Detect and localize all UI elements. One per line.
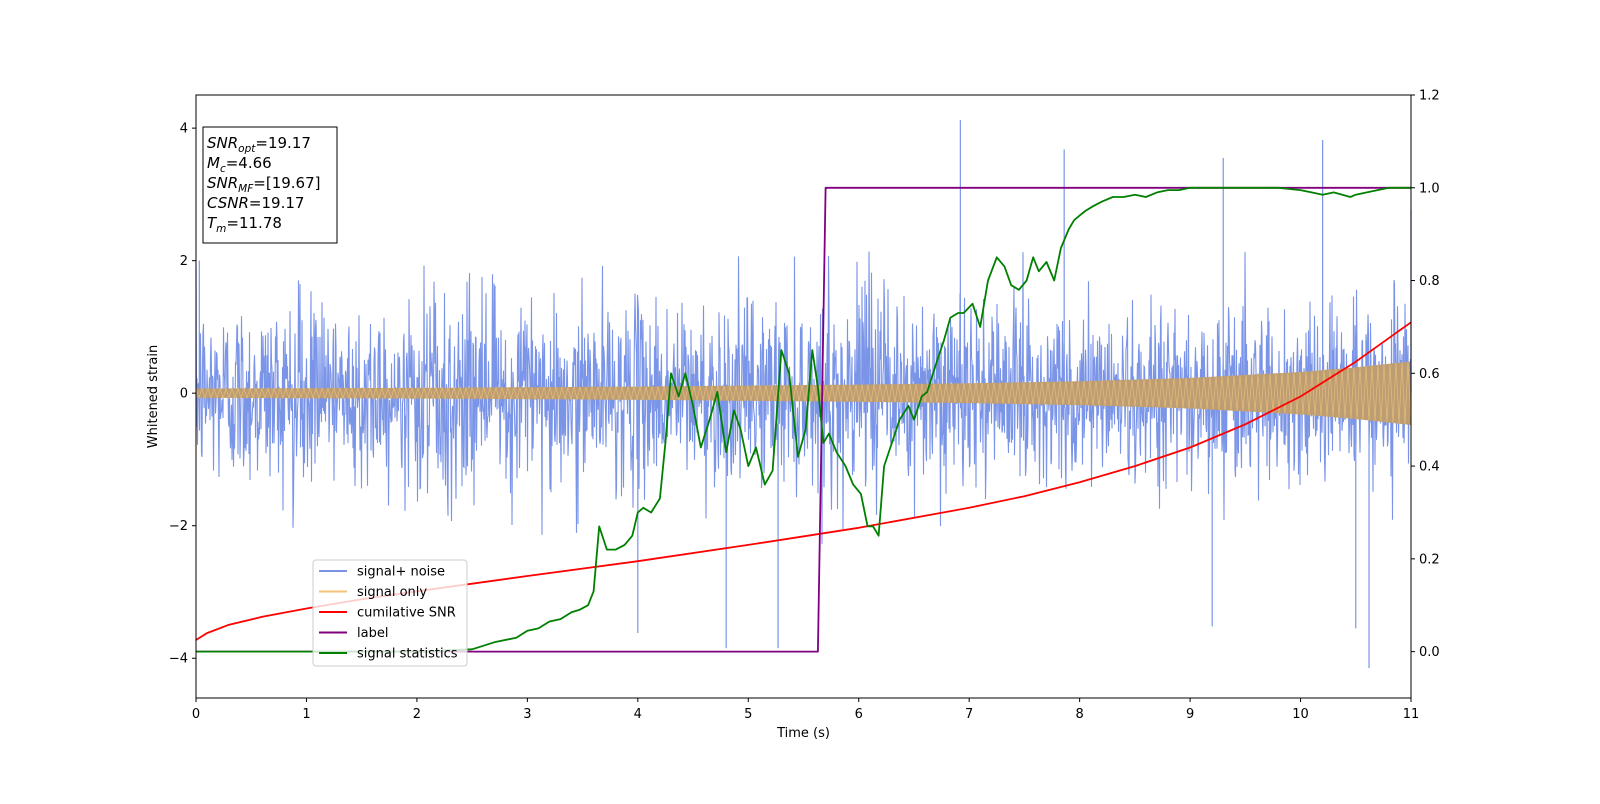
x-tick-label: 4 [634, 707, 642, 722]
y-axis-right: 0.0 0.2 0.4 0.6 0.8 1.0 1.2 [1411, 89, 1440, 660]
stats-line: CSNR=19.17 [207, 194, 304, 212]
signal-only-series [195, 361, 1412, 426]
y-tick-label: −4 [169, 652, 188, 667]
stats-line: SNRopt=19.17 [207, 134, 311, 155]
stats-annotation-box: SNRopt=19.17Mc=4.66SNRMF=[19.67]CSNR=19.… [202, 126, 338, 244]
legend-label: cumilative SNR [357, 606, 456, 621]
x-tick-label: 5 [744, 707, 752, 722]
legend-label: signal only [357, 585, 427, 600]
legend-label: signal+ noise [357, 565, 445, 580]
stats-box-frame [202, 126, 338, 244]
x-axis-label: Time (s) [776, 726, 830, 741]
right-axis-series [195, 186, 1412, 653]
y2-tick-label: 0.4 [1419, 460, 1440, 475]
signal-only-line [195, 361, 1412, 426]
x-tick-label: 7 [965, 707, 973, 722]
x-tick-label: 2 [413, 707, 421, 722]
x-tick-label: 8 [1075, 707, 1083, 722]
y-tick-label: 0 [180, 387, 188, 402]
cumulative-snr-line [195, 321, 1412, 641]
y2-tick-label: 1.2 [1419, 89, 1440, 104]
y-tick-label: 2 [180, 254, 188, 269]
x-tick-label: 6 [855, 707, 863, 722]
y2-tick-label: 0.0 [1419, 645, 1440, 660]
y2-tick-label: 0.2 [1419, 552, 1440, 567]
legend: signal+ noise signal only cumilative SNR la… [312, 559, 468, 667]
y2-tick-label: 1.0 [1419, 181, 1440, 196]
plot-frame [195, 94, 1412, 699]
y-tick-label: −2 [169, 519, 188, 534]
legend-label: signal statistics [357, 647, 458, 662]
signal-statistics-line [196, 186, 1411, 653]
x-tick-label: 0 [192, 707, 200, 722]
x-axis: 0 1 2 3 4 5 6 7 8 9 10 11 [192, 698, 1419, 722]
x-tick-label: 11 [1403, 707, 1420, 722]
y-tick-label: 4 [180, 122, 188, 137]
stats-line: Mc=4.66 [207, 154, 272, 175]
stats-line: Tm=11.78 [207, 214, 282, 235]
x-tick-label: 3 [523, 707, 531, 722]
legend-label: label [357, 626, 388, 641]
x-tick-label: 9 [1186, 707, 1194, 722]
x-tick-label: 1 [302, 707, 310, 722]
y-axis-label: Whitened strain [146, 345, 161, 448]
y2-tick-label: 0.8 [1419, 274, 1440, 289]
x-tick-label: 10 [1292, 707, 1309, 722]
legend-frame [312, 559, 468, 667]
stats-line: SNRMF=[19.67] [207, 174, 321, 195]
y-axis-left: −4 −2 0 2 4 [169, 122, 196, 667]
y2-tick-label: 0.6 [1419, 367, 1440, 382]
